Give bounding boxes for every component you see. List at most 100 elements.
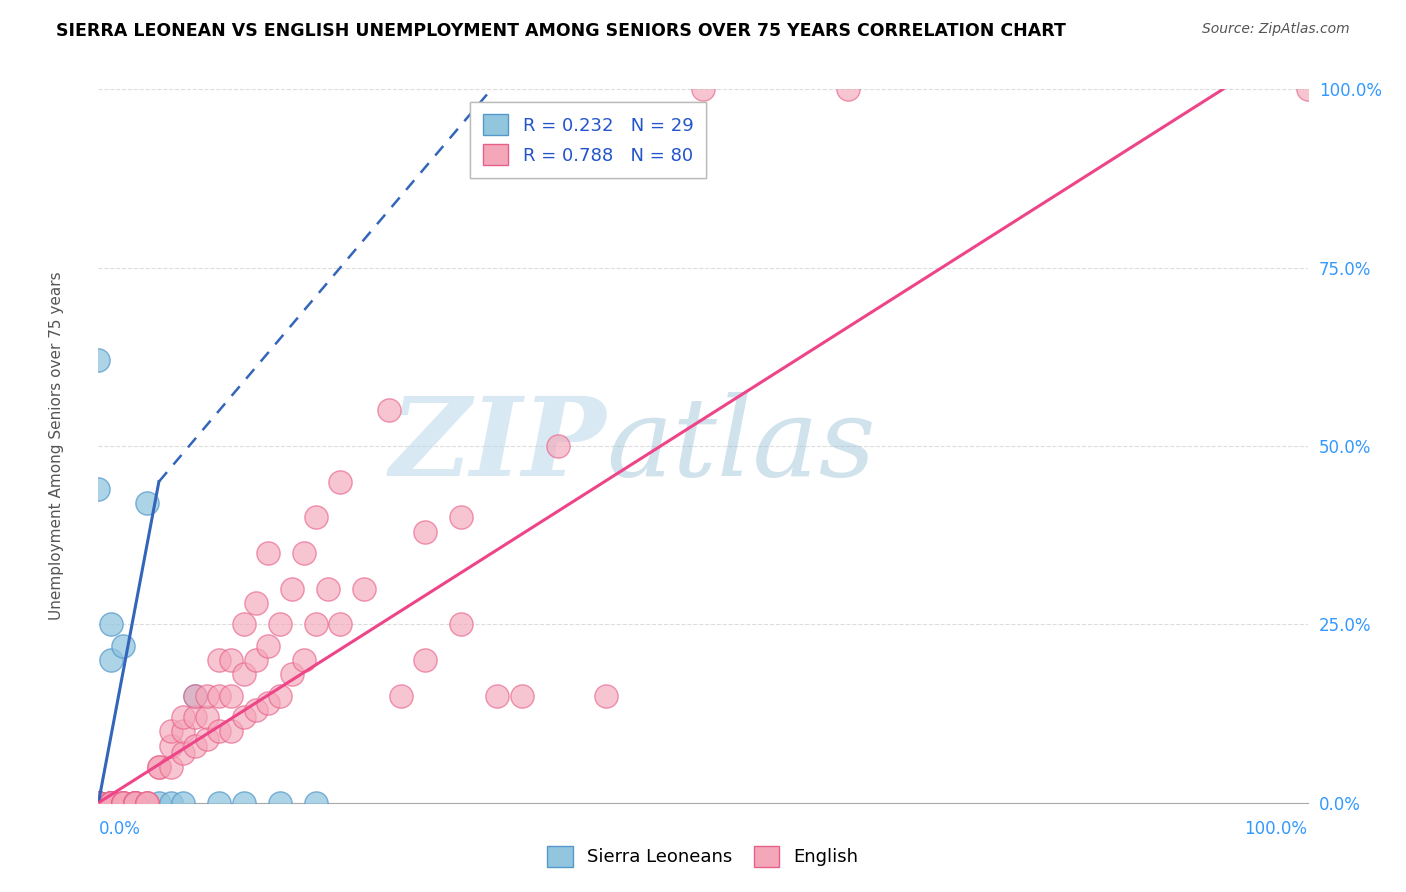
Point xyxy=(87,796,110,810)
Point xyxy=(148,760,170,774)
Point xyxy=(184,710,207,724)
Point xyxy=(87,796,110,810)
Point xyxy=(195,689,218,703)
Point xyxy=(221,724,243,739)
Point xyxy=(172,746,194,760)
Point xyxy=(269,617,291,632)
Point xyxy=(221,653,243,667)
Point xyxy=(172,796,194,810)
Point xyxy=(486,689,509,703)
Legend: R = 0.232   N = 29, R = 0.788   N = 80: R = 0.232 N = 29, R = 0.788 N = 80 xyxy=(470,102,706,178)
Point xyxy=(305,796,328,810)
Point xyxy=(281,667,304,681)
Point xyxy=(208,796,231,810)
Point xyxy=(87,796,110,810)
Point xyxy=(111,796,134,810)
Point xyxy=(100,796,122,810)
Y-axis label: Unemployment Among Seniors over 75 years: Unemployment Among Seniors over 75 years xyxy=(49,272,65,620)
Point xyxy=(256,546,278,560)
Point xyxy=(353,582,375,596)
Point xyxy=(281,582,304,596)
Point xyxy=(111,796,134,810)
Point xyxy=(111,639,134,653)
Point xyxy=(305,617,328,632)
Point xyxy=(160,724,183,739)
Point xyxy=(135,796,157,810)
Point xyxy=(208,653,231,667)
Point xyxy=(124,796,146,810)
Point xyxy=(195,731,218,746)
Point xyxy=(100,796,122,810)
Point xyxy=(232,796,254,810)
Point xyxy=(124,796,146,810)
Point xyxy=(87,796,110,810)
Point xyxy=(245,653,267,667)
Point xyxy=(124,796,146,810)
Point xyxy=(87,796,110,810)
Text: Source: ZipAtlas.com: Source: ZipAtlas.com xyxy=(1202,22,1350,37)
Text: ZIP: ZIP xyxy=(389,392,606,500)
Point xyxy=(100,796,122,810)
Point xyxy=(87,796,110,810)
Point xyxy=(124,796,146,810)
Point xyxy=(595,689,617,703)
Point xyxy=(124,796,146,810)
Point xyxy=(111,796,134,810)
Point xyxy=(160,739,183,753)
Point xyxy=(184,689,207,703)
Point xyxy=(135,796,157,810)
Text: 100.0%: 100.0% xyxy=(1244,820,1308,838)
Point xyxy=(232,667,254,681)
Point xyxy=(232,617,254,632)
Point xyxy=(100,796,122,810)
Point xyxy=(87,796,110,810)
Point xyxy=(692,82,714,96)
Point xyxy=(389,689,412,703)
Point xyxy=(135,496,157,510)
Point xyxy=(208,689,231,703)
Point xyxy=(111,796,134,810)
Point xyxy=(245,596,267,610)
Point xyxy=(100,796,122,810)
Point xyxy=(87,796,110,810)
Point xyxy=(269,796,291,810)
Point xyxy=(316,582,339,596)
Point xyxy=(100,653,122,667)
Point xyxy=(1296,82,1319,96)
Point xyxy=(305,510,328,524)
Text: 0.0%: 0.0% xyxy=(98,820,141,838)
Point xyxy=(100,617,122,632)
Point xyxy=(413,524,436,539)
Point xyxy=(837,82,859,96)
Point xyxy=(172,724,194,739)
Point xyxy=(221,689,243,703)
Point xyxy=(87,482,110,496)
Point xyxy=(124,796,146,810)
Point xyxy=(87,796,110,810)
Point xyxy=(111,796,134,810)
Point xyxy=(100,796,122,810)
Point xyxy=(292,546,315,560)
Point xyxy=(87,796,110,810)
Point xyxy=(87,796,110,810)
Point xyxy=(195,710,218,724)
Point xyxy=(184,739,207,753)
Point xyxy=(87,796,110,810)
Point xyxy=(87,796,110,810)
Point xyxy=(135,796,157,810)
Point xyxy=(256,696,278,710)
Point xyxy=(329,617,352,632)
Point xyxy=(100,796,122,810)
Text: SIERRA LEONEAN VS ENGLISH UNEMPLOYMENT AMONG SENIORS OVER 75 YEARS CORRELATION C: SIERRA LEONEAN VS ENGLISH UNEMPLOYMENT A… xyxy=(56,22,1066,40)
Point xyxy=(87,796,110,810)
Point xyxy=(124,796,146,810)
Point xyxy=(510,689,533,703)
Point xyxy=(413,653,436,667)
Point xyxy=(377,403,399,417)
Point xyxy=(232,710,254,724)
Point xyxy=(450,510,472,524)
Point xyxy=(148,760,170,774)
Text: atlas: atlas xyxy=(606,392,876,500)
Point xyxy=(100,796,122,810)
Point xyxy=(256,639,278,653)
